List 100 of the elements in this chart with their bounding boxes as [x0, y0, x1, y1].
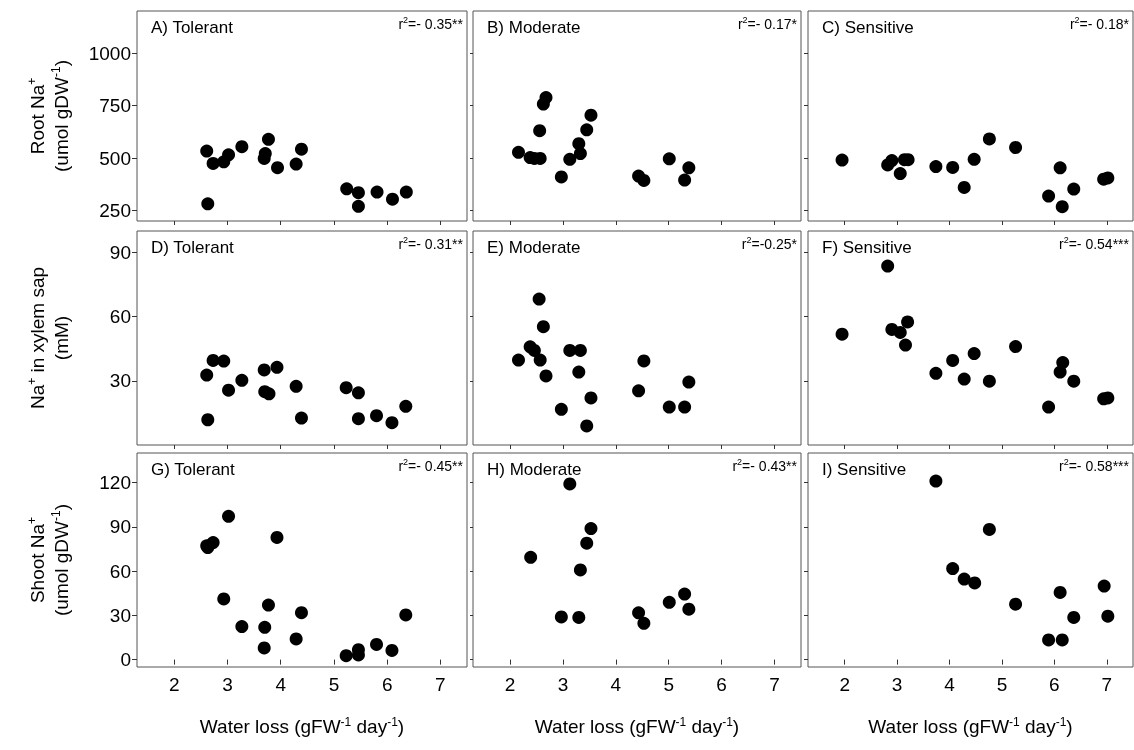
point: [270, 360, 284, 374]
point: [885, 154, 899, 168]
x-tick-label: 3: [891, 674, 903, 695]
point: [1101, 171, 1115, 185]
point: [1042, 189, 1056, 203]
y-tick-label: 250: [99, 200, 131, 221]
chart-title: C) Sensitive: [822, 18, 914, 37]
point: [206, 536, 220, 550]
point: [200, 368, 214, 382]
point: [929, 366, 943, 380]
point: [370, 409, 384, 423]
x-tick-label: 7: [435, 674, 446, 695]
point: [289, 379, 303, 393]
point: [881, 259, 895, 273]
point: [1101, 609, 1115, 623]
point: [1009, 141, 1023, 154]
point: [351, 199, 365, 213]
point: [399, 399, 413, 413]
point: [217, 354, 231, 368]
y-tick-label: 1000: [88, 42, 131, 64]
point: [901, 315, 915, 329]
point: [533, 124, 547, 138]
point: [235, 620, 249, 634]
point: [554, 610, 568, 624]
x-tick-label: 3: [557, 674, 569, 695]
point: [572, 365, 586, 379]
y-tick-label: 90: [109, 516, 131, 538]
point: [385, 416, 399, 430]
point: [967, 152, 981, 166]
point: [222, 509, 236, 523]
point: [584, 522, 598, 536]
y-tick-label: 30: [109, 370, 131, 392]
point: [946, 160, 960, 174]
point: [662, 400, 676, 414]
point: [584, 108, 598, 122]
point: [637, 173, 651, 187]
chart-title: E) Moderate: [487, 238, 581, 257]
point: [632, 606, 646, 620]
point: [835, 327, 849, 341]
point: [982, 132, 996, 146]
point: [201, 197, 215, 211]
point: [662, 595, 676, 609]
chart-title: A) Tolerant: [151, 18, 234, 37]
point: [563, 477, 577, 491]
point: [339, 381, 353, 395]
y-tick-label: 90: [109, 241, 131, 263]
y-axis-title: Na+ in xylem sap (mM): [25, 266, 72, 410]
point: [1009, 340, 1023, 354]
point: [929, 160, 943, 174]
chart-title: G) Tolerant: [151, 460, 236, 479]
x-tick-label: 6: [381, 674, 393, 695]
point: [512, 145, 525, 159]
point: [893, 167, 907, 181]
x-tick-label: 3: [222, 674, 233, 695]
point: [351, 412, 365, 426]
point: [512, 353, 525, 367]
point: [385, 643, 399, 657]
point: [554, 170, 568, 184]
point: [678, 173, 692, 187]
point: [662, 152, 676, 166]
x-tick-label: 2: [839, 674, 850, 695]
point: [682, 375, 696, 389]
x-tick-label: 5: [996, 674, 1008, 695]
point: [957, 180, 971, 194]
point: [539, 369, 553, 383]
point: [637, 354, 651, 368]
point: [835, 153, 849, 167]
point: [957, 372, 971, 386]
chart-title: B) Moderate: [487, 18, 581, 37]
point: [957, 572, 971, 586]
point: [222, 148, 236, 162]
point: [258, 620, 272, 634]
point: [399, 608, 413, 622]
point: [200, 144, 214, 158]
point: [554, 402, 568, 416]
point: [580, 536, 594, 550]
point: [294, 606, 308, 620]
point: [678, 587, 692, 601]
point: [563, 343, 577, 357]
point: [1067, 182, 1081, 196]
point: [893, 325, 907, 339]
point: [370, 185, 384, 199]
point: [929, 474, 943, 488]
point: [339, 649, 353, 663]
y-axis-title: Shoot Na+ (umol gDW-1): [25, 504, 72, 617]
chart-title: I) Sensitive: [822, 460, 907, 479]
point: [1053, 161, 1067, 175]
x-tick-label: 7: [1101, 674, 1113, 695]
y-tick-label: 500: [99, 147, 131, 169]
x-tick-label: 5: [328, 674, 340, 695]
x-tick-label: 7: [769, 674, 780, 695]
y-tick-label: 60: [109, 560, 131, 582]
y-tick-label: 60: [109, 306, 131, 328]
point: [370, 637, 384, 651]
point: [271, 161, 285, 175]
x-tick-label: 4: [275, 674, 287, 695]
point: [982, 522, 996, 536]
chart-title: H) Moderate: [487, 460, 582, 479]
point: [386, 192, 399, 206]
point: [584, 391, 598, 405]
